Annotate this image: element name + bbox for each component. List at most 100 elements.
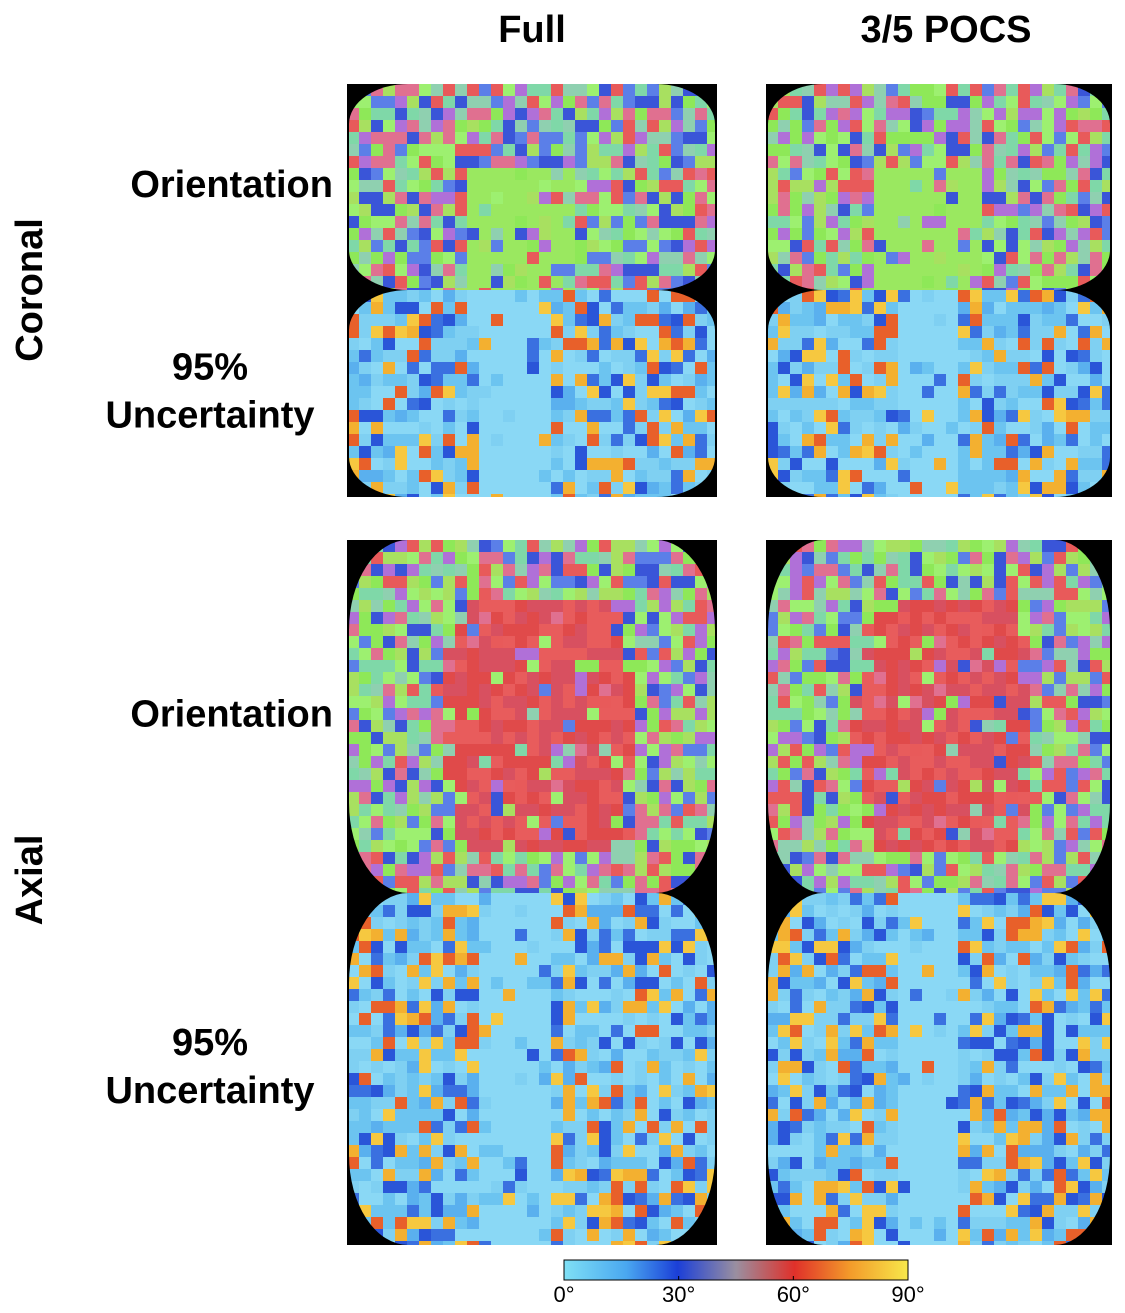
image-pixel [707,965,719,977]
image-pixel [623,965,635,977]
image-pixel [946,144,958,156]
image-pixel [886,876,898,888]
image-pixel [359,780,371,792]
image-pixel [1054,362,1066,374]
image-pixel [970,192,982,204]
image-pixel [563,552,575,564]
image-pixel [491,1181,503,1193]
image-pixel [635,446,647,458]
image-pixel [982,264,994,276]
image-pixel [970,624,982,636]
image-pixel [563,144,575,156]
image-pixel [1018,458,1030,470]
image-pixel [683,204,695,216]
image-pixel [527,672,539,684]
image-pixel [623,1229,635,1241]
image-pixel [539,1049,551,1061]
image-pixel [1018,804,1030,816]
image-pixel [395,852,407,864]
image-pixel [1018,636,1030,648]
image-pixel [1102,180,1114,192]
image-pixel [611,422,623,434]
image-pixel [838,386,850,398]
image-pixel [563,398,575,410]
image-pixel [407,276,419,288]
image-pixel [1090,804,1102,816]
image-pixel [826,180,838,192]
image-pixel [575,660,587,672]
image-pixel [850,672,862,684]
image-pixel [527,338,539,350]
image-pixel [1090,816,1102,828]
image-pixel [1078,720,1090,732]
image-pixel [695,989,707,1001]
image-pixel [970,482,982,494]
image-pixel [778,264,790,276]
image-pixel [958,84,970,96]
image-pixel [539,180,551,192]
image-pixel [455,168,467,180]
image-pixel [635,852,647,864]
image-pixel [838,228,850,240]
image-pixel [515,708,527,720]
image-pixel [778,120,790,132]
image-pixel [359,458,371,470]
image-pixel [419,720,431,732]
image-pixel [587,192,599,204]
image-pixel [683,410,695,422]
image-pixel [635,410,647,422]
image-pixel [587,1121,599,1133]
image-pixel [431,540,443,552]
image-pixel [407,864,419,876]
image-pixel [1054,386,1066,398]
image-pixel [874,96,886,108]
image-pixel [407,446,419,458]
image-pixel [551,624,563,636]
image-pixel [527,804,539,816]
image-pixel [419,1205,431,1217]
image-pixel [419,422,431,434]
image-pixel [635,840,647,852]
image-pixel [707,1049,719,1061]
image-pixel [683,564,695,576]
image-pixel [383,744,395,756]
image-pixel [886,720,898,732]
image-pixel [599,768,611,780]
image-pixel [647,977,659,989]
image-pixel [647,1097,659,1109]
image-pixel [431,1001,443,1013]
image-pixel [707,720,719,732]
image-pixel [443,410,455,422]
image-pixel [994,458,1006,470]
image-pixel [467,168,479,180]
image-pixel [1066,828,1078,840]
image-pixel [838,482,850,494]
image-pixel [1030,470,1042,482]
image-pixel [431,552,443,564]
image-pixel [862,893,874,905]
image-pixel [802,108,814,120]
image-pixel [874,228,886,240]
image-pixel [599,864,611,876]
image-pixel [599,144,611,156]
image-pixel [611,84,623,96]
image-pixel [982,600,994,612]
image-pixel [539,422,551,434]
image-pixel [826,864,838,876]
image-pixel [491,576,503,588]
image-pixel [1018,422,1030,434]
image-pixel [671,302,683,314]
image-pixel [503,804,515,816]
image-pixel [407,965,419,977]
image-pixel [814,276,826,288]
image-pixel [778,446,790,458]
image-pixel [814,108,826,120]
image-pixel [407,1073,419,1085]
image-pixel [814,434,826,446]
image-pixel [587,108,599,120]
image-pixel [599,192,611,204]
image-pixel [527,1145,539,1157]
image-pixel [647,1025,659,1037]
image-pixel [371,1085,383,1097]
image-pixel [635,720,647,732]
